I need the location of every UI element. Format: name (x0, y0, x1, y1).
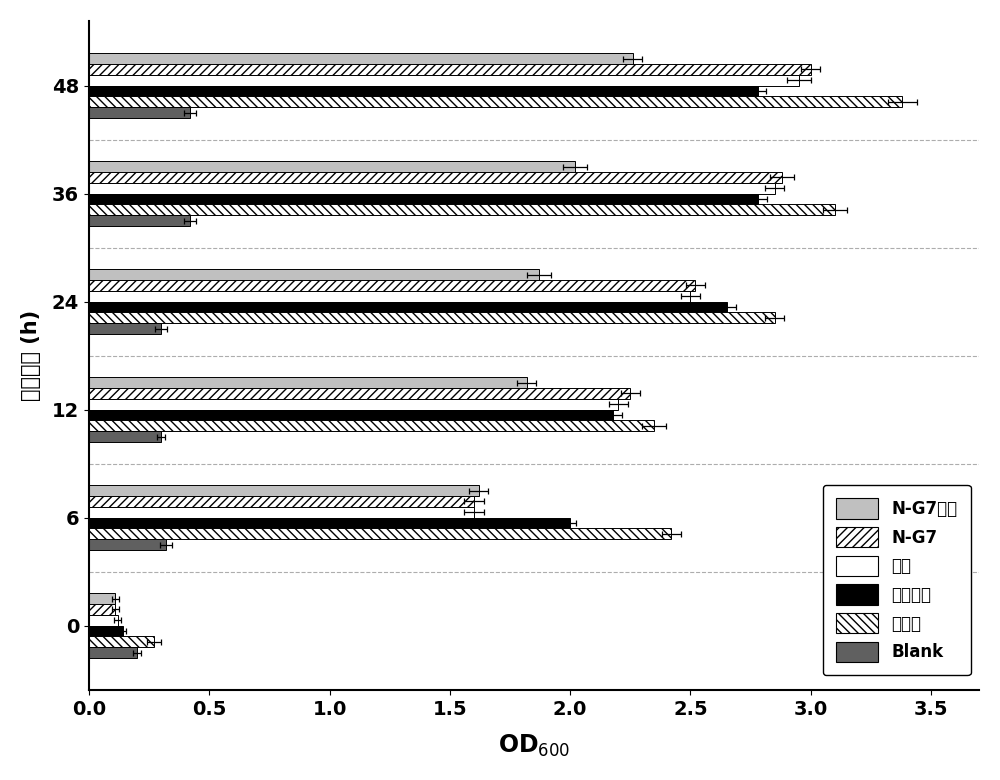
X-axis label: OD$_{600}$: OD$_{600}$ (498, 733, 570, 759)
Bar (89, 431, 161, 442)
Bar (89, 615, 118, 626)
Bar (89, 647, 137, 658)
Bar (89, 280, 695, 291)
Bar (89, 269, 539, 280)
Bar (89, 507, 474, 518)
Bar (89, 183, 775, 193)
Bar (89, 204, 835, 215)
Bar (89, 388, 630, 399)
Bar (89, 518, 570, 528)
Bar (89, 626, 123, 636)
Bar (89, 323, 161, 334)
Bar (89, 399, 618, 410)
Bar (89, 313, 775, 323)
Bar (89, 636, 154, 647)
Bar (89, 64, 811, 75)
Bar (89, 193, 758, 204)
Bar (89, 215, 190, 226)
Bar (89, 291, 690, 302)
Bar (89, 528, 671, 539)
Bar (89, 161, 575, 172)
Bar (89, 485, 479, 496)
Legend: N-G7微球, N-G7, 菊粉, 低聚果糖, 葡萄糖, Blank: N-G7微球, N-G7, 菊粉, 低聚果糖, 葡萄糖, Blank (823, 485, 971, 675)
Y-axis label: 发酵时间 (h): 发酵时间 (h) (21, 310, 41, 401)
Bar (89, 97, 902, 107)
Bar (89, 172, 782, 183)
Bar (89, 378, 527, 388)
Bar (89, 593, 115, 604)
Bar (89, 86, 758, 97)
Bar (89, 496, 474, 507)
Bar (89, 410, 613, 420)
Bar (89, 539, 166, 550)
Bar (89, 53, 633, 64)
Bar (89, 107, 190, 118)
Bar (89, 302, 727, 313)
Bar (89, 420, 654, 431)
Bar (89, 604, 115, 615)
Bar (89, 75, 799, 86)
